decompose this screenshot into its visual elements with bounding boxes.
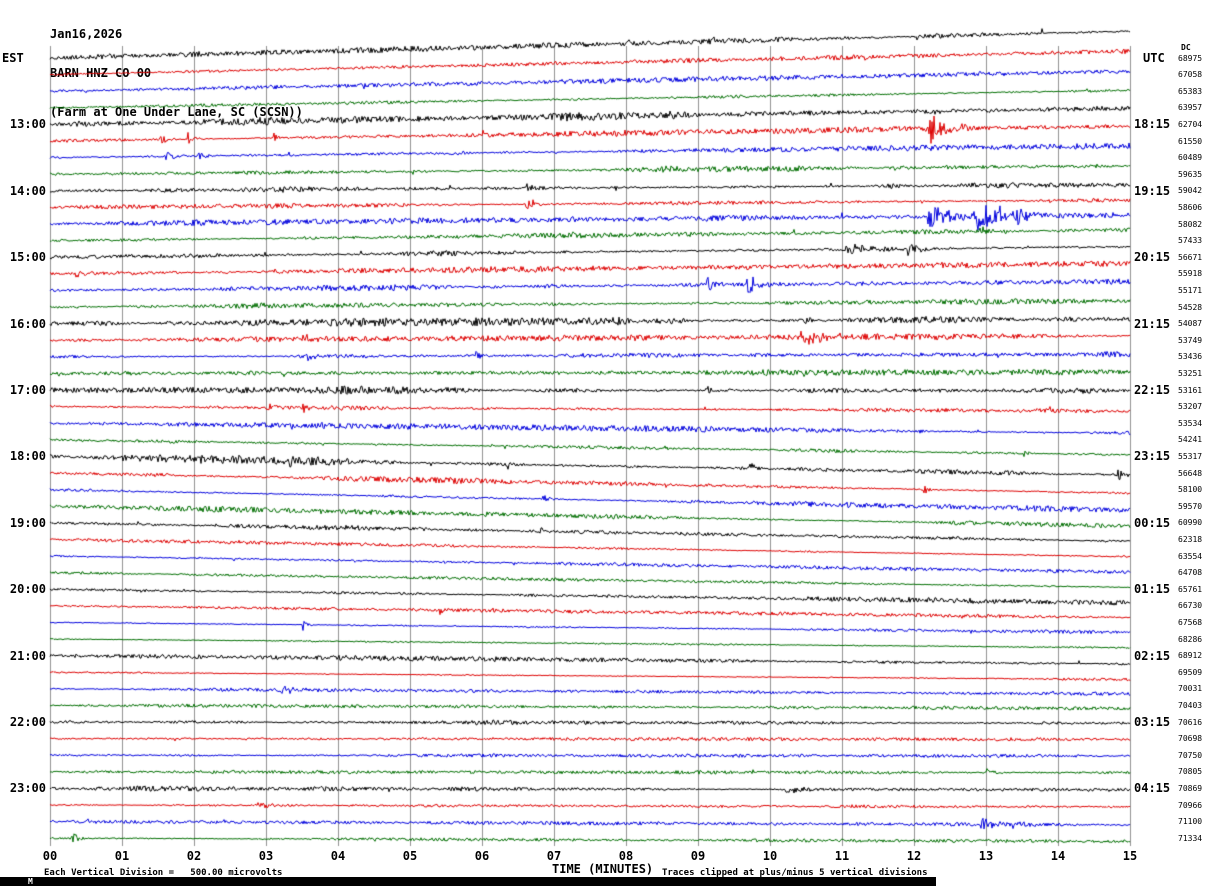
dc-offset-value: 53251 [1178, 368, 1203, 378]
dc-offset-value: 61550 [1178, 136, 1203, 146]
right-hour-label: 21:15 [1134, 316, 1171, 331]
left-hour-label: 17:00 [9, 383, 46, 397]
right-hour-label: 20:15 [1134, 250, 1171, 265]
right-hour-label: 04:15 [1134, 781, 1171, 796]
dc-offset-value: 70616 [1178, 717, 1203, 727]
dc-offset-value: 70869 [1178, 783, 1203, 793]
x-axis-tick-label: 05 [402, 849, 418, 863]
left-hour-label: 15:00 [9, 250, 46, 265]
dc-offset-value: 64708 [1178, 568, 1203, 578]
dc-offset-value: 53534 [1178, 418, 1203, 428]
dc-offset-value: 53207 [1178, 402, 1203, 412]
x-axis-tick-label: 15 [1122, 849, 1138, 863]
dc-offset-value: 68975 [1178, 53, 1203, 63]
dc-offset-value: 70966 [1178, 800, 1203, 810]
dc-offset-value: 53436 [1178, 352, 1203, 362]
dc-offset-value: 59635 [1178, 169, 1203, 179]
right-hour-label: 03:15 [1134, 715, 1171, 729]
dc-offset-value: 56671 [1178, 252, 1203, 262]
dc-offset-value: 60489 [1178, 153, 1203, 163]
x-axis-tick-label: 09 [690, 849, 706, 863]
dc-offset-value: 53749 [1178, 335, 1203, 345]
right-hour-label: 01:15 [1134, 582, 1171, 597]
dc-offset-value: 71334 [1178, 833, 1203, 843]
dc-offset-value: 66730 [1178, 601, 1203, 611]
dc-offset-value: 56648 [1178, 468, 1203, 478]
dc-offset-value: 63957 [1178, 103, 1203, 113]
left-hour-label: 13:00 [9, 117, 46, 132]
right-hour-label: 22:15 [1134, 383, 1171, 397]
dc-offset-value: 58082 [1178, 219, 1203, 229]
dc-offset-value: 68286 [1178, 634, 1203, 644]
right-hour-label: 00:15 [1134, 515, 1171, 530]
left-hour-label: 14:00 [9, 183, 46, 198]
x-axis-tick-label: 13 [978, 849, 994, 863]
dc-offset-value: 54087 [1178, 319, 1203, 329]
dc-offset-value: 57433 [1178, 236, 1203, 246]
left-hour-label: 18:00 [9, 449, 46, 464]
dc-offset-value: 58606 [1178, 202, 1203, 212]
dc-offset-value: 54528 [1178, 302, 1203, 312]
dc-offset-value: 60990 [1178, 518, 1203, 528]
x-axis-tick-label: 02 [186, 849, 202, 863]
dc-offset-value: 69509 [1178, 667, 1203, 677]
left-hour-label: 20:00 [9, 582, 46, 597]
dc-offset-value: 55918 [1178, 269, 1203, 279]
dc-offset-value: 70750 [1178, 750, 1203, 760]
right-hour-label: 19:15 [1134, 183, 1171, 198]
dc-offset-value: 65383 [1178, 86, 1203, 96]
x-axis-tick-label: 00 [42, 849, 58, 863]
right-hour-label: 02:15 [1134, 648, 1171, 663]
x-axis-tick-label: 04 [330, 849, 346, 863]
x-axis-tick-label: 03 [258, 849, 274, 863]
dc-offset-value: 62704 [1178, 119, 1203, 129]
x-axis-tick-label: 14 [1050, 849, 1066, 863]
dc-offset-value: 68912 [1178, 651, 1203, 661]
dc-offset-value: 55317 [1178, 451, 1203, 461]
dc-offset-value: 54241 [1178, 435, 1203, 445]
dc-offset-value: 63554 [1178, 551, 1203, 561]
left-hour-label: 16:00 [9, 316, 46, 331]
dc-offset-value: 59042 [1178, 186, 1203, 196]
left-hour-label: 19:00 [9, 515, 46, 530]
right-hour-label: 18:15 [1134, 117, 1171, 132]
x-axis-tick-label: 07 [546, 849, 562, 863]
dc-offset-value: 67568 [1178, 617, 1203, 627]
left-hour-label: 21:00 [9, 648, 46, 663]
dc-offset-value: 59570 [1178, 501, 1203, 511]
dc-offset-value: 70698 [1178, 734, 1203, 744]
dc-offset-value: 70403 [1178, 700, 1203, 710]
x-axis-tick-label: 06 [474, 849, 490, 863]
right-hour-label: 23:15 [1134, 449, 1171, 464]
left-hour-label: 23:00 [9, 781, 46, 796]
dc-offset-value: 70805 [1178, 767, 1203, 777]
dc-offset-value: 55171 [1178, 285, 1203, 295]
dc-offset-value: 58100 [1178, 485, 1203, 495]
dc-offset-value: 71100 [1178, 817, 1203, 827]
dc-offset-value: 62318 [1178, 534, 1203, 544]
x-axis-tick-label: 12 [906, 849, 922, 863]
dc-offset-value: 65761 [1178, 584, 1203, 594]
x-axis-tick-label: 11 [834, 849, 850, 863]
dc-offset-value: 53161 [1178, 385, 1203, 395]
dc-offset-value: 70031 [1178, 684, 1203, 694]
left-hour-label: 22:00 [9, 715, 46, 729]
x-axis-tick-label: 08 [618, 849, 634, 863]
x-axis-tick-label: 10 [762, 849, 778, 863]
dc-offset-value: 67058 [1178, 70, 1203, 80]
x-axis-tick-label: 01 [114, 849, 130, 863]
